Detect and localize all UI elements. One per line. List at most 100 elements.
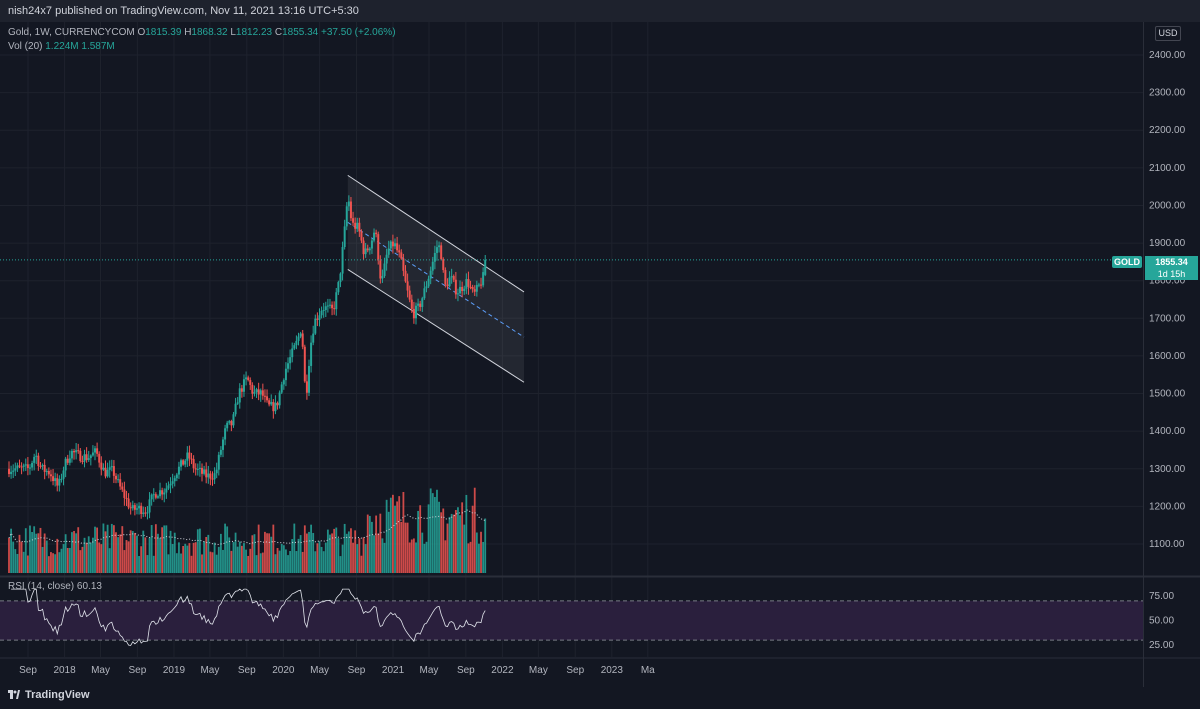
candle-body xyxy=(337,282,340,293)
volume-bar xyxy=(199,528,201,573)
volume-label[interactable]: Vol (20) xyxy=(8,41,43,52)
volume-bar xyxy=(398,496,401,573)
volume-bar xyxy=(360,555,363,573)
volume-bar xyxy=(154,524,157,573)
candle-body xyxy=(79,450,82,462)
volume-bar xyxy=(96,527,99,573)
price-axis-label: 1400.00 xyxy=(1149,426,1186,437)
volume-bar xyxy=(228,537,231,573)
candle-body xyxy=(320,310,323,316)
currency-button[interactable]: USD xyxy=(1155,26,1181,41)
candle-body xyxy=(138,505,141,509)
volume-bar xyxy=(396,501,399,573)
volume-bar xyxy=(112,525,115,573)
candle-body xyxy=(305,381,308,393)
rsi-legend: RSI (14, close) 60.13 xyxy=(8,581,102,592)
volume-bar xyxy=(478,543,480,573)
candle-body xyxy=(475,284,478,292)
candle-body xyxy=(83,454,86,462)
volume-bar xyxy=(87,536,90,573)
volume-bar xyxy=(274,554,277,573)
candle-body xyxy=(87,458,90,461)
candle-body xyxy=(140,505,143,514)
candle-body xyxy=(335,292,338,310)
symbol-tag: GOLD xyxy=(1112,256,1142,268)
candle-body xyxy=(293,345,296,349)
candle-body xyxy=(316,318,319,320)
candle-body xyxy=(100,462,103,470)
volume-bar xyxy=(152,555,155,573)
price-axis-label: 1500.00 xyxy=(1149,389,1186,400)
candle-body xyxy=(123,489,126,498)
volume-bar xyxy=(427,504,430,573)
brand-name: TradingView xyxy=(25,689,90,701)
candle-body xyxy=(295,340,298,346)
volume-bar xyxy=(115,532,117,573)
volume-bar xyxy=(293,523,296,573)
time-axis-label: Ma xyxy=(641,665,655,676)
candle-body xyxy=(274,402,277,412)
candle-body xyxy=(150,494,153,500)
volume-bar xyxy=(16,553,19,573)
volume-bar xyxy=(324,542,327,573)
volume-bar xyxy=(142,530,145,573)
rsi-band xyxy=(0,600,1143,641)
volume-bar xyxy=(133,532,136,573)
candle-body xyxy=(484,259,487,275)
volume-bar xyxy=(215,554,218,573)
volume-bar xyxy=(467,543,470,573)
volume-bar xyxy=(480,531,482,573)
volume-bar xyxy=(318,541,321,573)
volume-bar xyxy=(79,550,82,573)
volume-bar xyxy=(297,538,300,573)
price-axis-label: 1800.00 xyxy=(1149,276,1186,287)
candle-body xyxy=(28,467,31,469)
candle-body xyxy=(112,466,115,476)
price-axis-label: 1600.00 xyxy=(1149,351,1186,362)
volume-bar xyxy=(454,510,457,573)
publish-info: nish24x7 published on TradingView.com, N… xyxy=(8,5,359,17)
candle-body xyxy=(41,464,44,467)
volume-bar xyxy=(245,549,247,573)
candle-body xyxy=(440,245,443,260)
volume-bar xyxy=(205,536,208,573)
volume-bar xyxy=(253,534,256,573)
volume-bar xyxy=(301,551,304,573)
candle-body xyxy=(85,454,88,461)
tradingview-brand[interactable]: TradingView xyxy=(8,689,90,701)
volume-ma-line xyxy=(8,509,486,546)
candle-body xyxy=(431,261,434,271)
candle-body xyxy=(201,467,204,474)
candle-body xyxy=(39,465,42,467)
candle-body xyxy=(410,299,413,309)
candle-body xyxy=(12,470,15,472)
candle-body xyxy=(228,421,231,423)
volume-bar xyxy=(358,538,361,573)
rsi-label[interactable]: RSI (14, close) xyxy=(8,581,75,592)
candle-body xyxy=(159,490,162,497)
candle-body xyxy=(278,392,281,406)
price-axis-label: 2200.00 xyxy=(1149,125,1186,136)
volume-bar xyxy=(83,537,86,573)
volume-bar xyxy=(45,540,48,573)
candle-body xyxy=(423,288,426,299)
candle-body xyxy=(98,453,101,463)
candle-body xyxy=(60,478,63,480)
volume-bar xyxy=(333,528,336,573)
time-axis-label: 2021 xyxy=(382,665,405,676)
symbol-name[interactable]: Gold, 1W, CURRENCYCOM xyxy=(8,27,135,38)
volume-bar xyxy=(71,532,73,573)
time-axis-label: 2018 xyxy=(53,665,76,676)
volume-bar xyxy=(354,530,357,573)
candle-body xyxy=(349,201,352,219)
time-axis-label: May xyxy=(200,665,219,676)
volume-bar xyxy=(350,528,352,573)
volume-bar xyxy=(438,501,440,573)
volume-bar xyxy=(127,541,130,573)
volume-bar xyxy=(50,552,52,573)
volume-bar xyxy=(329,534,331,573)
candle-body xyxy=(303,346,306,382)
candle-body xyxy=(125,497,128,499)
chart-area[interactable]: 2400.00 2300.00 2200.00 2100.00 2000.00 1900.… xyxy=(0,22,1200,687)
candle-body xyxy=(459,286,462,294)
